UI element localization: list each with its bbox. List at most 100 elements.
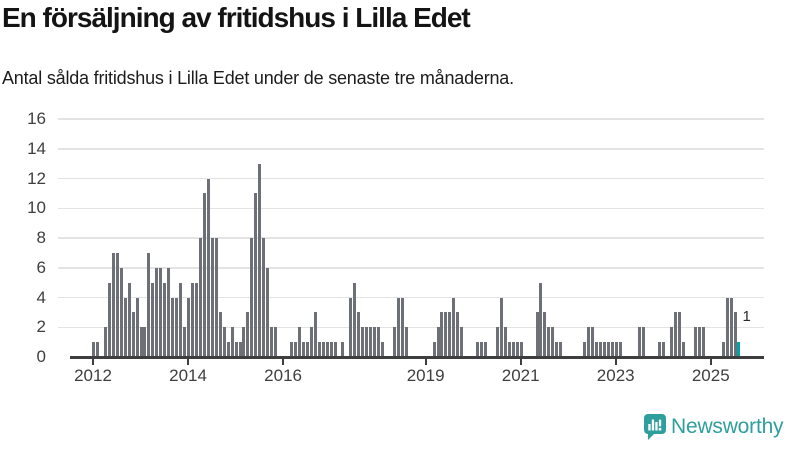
bar bbox=[111, 252, 115, 357]
bar bbox=[139, 327, 143, 357]
bar bbox=[682, 342, 686, 357]
bar bbox=[515, 342, 519, 357]
y-axis: 0 2 4 6 8 10 12 14 16 bbox=[0, 110, 46, 366]
bar bbox=[309, 327, 313, 357]
x-axis-tick bbox=[424, 358, 427, 365]
bar bbox=[373, 327, 377, 357]
bar bbox=[511, 342, 515, 357]
bar bbox=[202, 193, 206, 357]
gridline bbox=[58, 267, 764, 269]
bar bbox=[159, 267, 163, 357]
bar bbox=[206, 178, 210, 357]
bar bbox=[194, 282, 198, 357]
bar bbox=[222, 327, 226, 357]
bar bbox=[187, 297, 191, 357]
bar bbox=[693, 327, 697, 357]
bar bbox=[123, 297, 127, 357]
bar bbox=[147, 252, 151, 357]
bar bbox=[210, 238, 214, 357]
y-axis-label: 2 bbox=[36, 317, 46, 337]
bar bbox=[436, 327, 440, 357]
bar bbox=[274, 327, 278, 357]
bar bbox=[262, 238, 266, 357]
bar bbox=[598, 342, 602, 357]
gridline bbox=[58, 296, 764, 299]
bar bbox=[349, 297, 353, 357]
highlight-bar bbox=[737, 342, 741, 357]
bar bbox=[559, 342, 563, 357]
gridline-layer bbox=[58, 118, 764, 357]
bar bbox=[701, 327, 705, 357]
bar bbox=[103, 327, 107, 357]
gridline bbox=[58, 148, 764, 150]
bar bbox=[495, 327, 499, 357]
newsworthy-logo-text: Newsworthy bbox=[671, 415, 784, 438]
bar bbox=[175, 297, 179, 357]
plot-area bbox=[70, 119, 764, 357]
bar bbox=[163, 282, 167, 357]
bar bbox=[329, 342, 333, 357]
bar bbox=[729, 297, 733, 357]
x-axis-tick bbox=[282, 358, 285, 365]
x-axis-label: 2012 bbox=[74, 366, 112, 385]
y-axis-label: 6 bbox=[36, 257, 46, 277]
bar bbox=[270, 327, 274, 357]
bar bbox=[361, 327, 365, 357]
bar bbox=[697, 327, 701, 357]
chart-title: En försäljning av fritidshus i Lilla Ede… bbox=[2, 2, 471, 33]
bar bbox=[151, 282, 155, 357]
bar bbox=[539, 282, 543, 357]
bar bbox=[610, 342, 614, 357]
bar bbox=[377, 327, 381, 357]
bar bbox=[321, 342, 325, 357]
bar bbox=[230, 327, 234, 357]
bar bbox=[143, 327, 147, 357]
bar bbox=[107, 282, 111, 357]
bar bbox=[547, 327, 551, 357]
bar bbox=[234, 342, 238, 357]
bar bbox=[460, 327, 464, 357]
bar bbox=[658, 342, 662, 357]
bar bbox=[396, 297, 400, 357]
bar bbox=[476, 342, 480, 357]
bar bbox=[662, 342, 666, 357]
gridline bbox=[58, 326, 764, 328]
bar bbox=[499, 297, 503, 357]
bar bbox=[480, 342, 484, 357]
bar bbox=[357, 312, 361, 357]
bar bbox=[678, 312, 682, 357]
bar bbox=[602, 342, 606, 357]
bar bbox=[254, 193, 258, 357]
bar bbox=[226, 342, 230, 357]
x-axis-label: 2021 bbox=[501, 366, 540, 385]
newsworthy-logo[interactable]: Newsworthy bbox=[644, 414, 784, 440]
bar bbox=[127, 282, 131, 357]
newsworthy-icon bbox=[644, 414, 666, 440]
x-axis-tick bbox=[614, 358, 617, 365]
bar bbox=[519, 342, 523, 357]
bar bbox=[638, 327, 642, 357]
y-axis-label: 12 bbox=[27, 168, 46, 188]
x-axis-label: 2014 bbox=[169, 366, 207, 385]
bar bbox=[313, 312, 317, 357]
chart-subtitle: Antal sålda fritidshus i Lilla Edet unde… bbox=[2, 68, 514, 88]
y-axis-label: 16 bbox=[27, 109, 46, 128]
x-axis-tick bbox=[187, 358, 190, 365]
bar bbox=[452, 297, 456, 357]
bar bbox=[432, 342, 436, 357]
bar bbox=[293, 342, 297, 357]
x-axis-label: 2019 bbox=[406, 366, 445, 385]
bar bbox=[258, 163, 262, 357]
bar bbox=[365, 327, 369, 357]
bar bbox=[503, 327, 507, 357]
bar bbox=[214, 238, 218, 357]
y-axis-label: 4 bbox=[36, 287, 46, 307]
bar bbox=[618, 342, 622, 357]
bar bbox=[119, 267, 123, 357]
bar bbox=[440, 312, 444, 357]
bar bbox=[444, 312, 448, 357]
bar bbox=[135, 297, 139, 357]
bar bbox=[290, 342, 293, 357]
bar bbox=[218, 312, 222, 357]
bar bbox=[456, 312, 460, 357]
